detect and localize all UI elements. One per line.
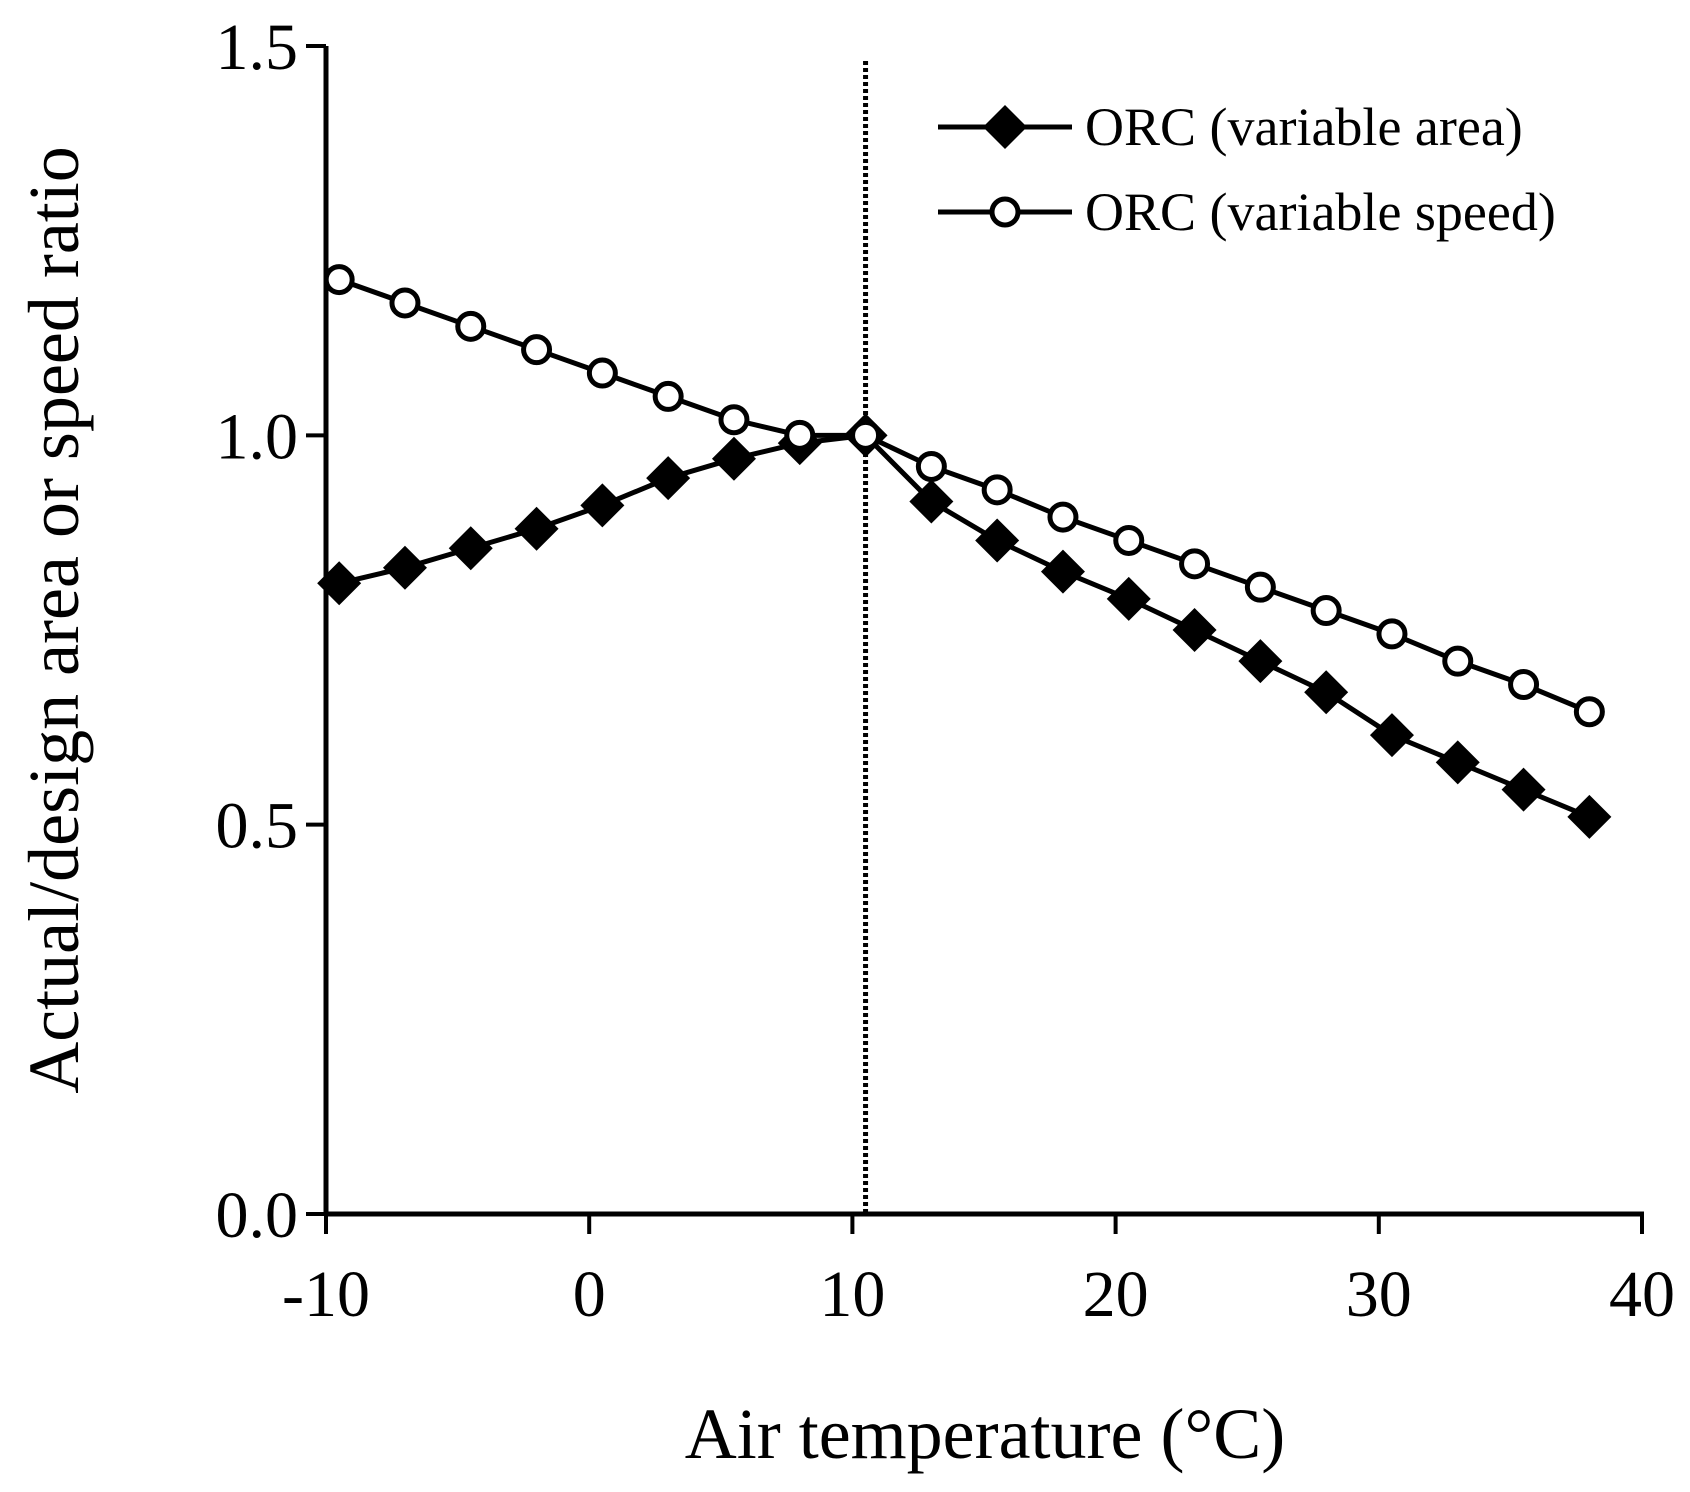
legend-marker-diamond xyxy=(983,105,1027,149)
data-point-circle xyxy=(389,287,421,319)
y-tick-label: 1.5 xyxy=(216,11,299,84)
data-point-diamond xyxy=(711,436,756,481)
data-point-diamond xyxy=(580,483,625,528)
data-point-circle xyxy=(521,334,553,366)
data-point-diamond xyxy=(1369,713,1414,758)
series-layer xyxy=(317,264,1612,839)
x-axis-title: Air temperature (°C) xyxy=(685,1394,1286,1474)
data-point-circle xyxy=(455,310,487,342)
x-tick-label: -10 xyxy=(282,1258,370,1331)
data-point-diamond xyxy=(1304,670,1349,715)
data-point-circle xyxy=(1047,501,1079,533)
data-point-diamond xyxy=(1040,549,1085,594)
data-point-circle xyxy=(323,264,355,296)
data-point-diamond xyxy=(1567,794,1612,839)
series-variable-area xyxy=(317,413,1612,839)
legend-item: ORC (variable speed) xyxy=(938,182,1556,242)
data-point-diamond xyxy=(975,518,1020,563)
data-point-circle xyxy=(652,380,684,412)
data-point-circle xyxy=(1573,696,1605,728)
data-point-circle xyxy=(1244,571,1276,603)
legend-label: ORC (variable speed) xyxy=(1085,182,1556,242)
data-point-circle xyxy=(784,419,816,451)
series-variable-speed xyxy=(323,264,1605,728)
x-tick-label: 0 xyxy=(573,1258,606,1331)
data-point-circle xyxy=(1442,645,1474,677)
data-point-diamond xyxy=(1172,608,1217,652)
data-point-circle xyxy=(915,450,947,482)
data-point-diamond xyxy=(1435,740,1480,785)
data-point-circle xyxy=(850,419,882,451)
legend-label: ORC (variable area) xyxy=(1085,97,1523,157)
data-point-circle xyxy=(1508,669,1540,701)
y-tick-label: 0.0 xyxy=(216,1179,299,1252)
data-point-diamond xyxy=(317,561,362,606)
legend-marker-circle xyxy=(989,196,1021,228)
legend: ORC (variable area) ORC (variable speed) xyxy=(938,97,1556,242)
x-tick-label: 20 xyxy=(1083,1258,1149,1331)
data-point-circle xyxy=(981,474,1013,506)
y-axis-title: Actual/design area or speed ratio xyxy=(14,146,94,1094)
data-point-diamond xyxy=(1238,639,1283,684)
data-point-circle xyxy=(1179,548,1211,580)
data-point-diamond xyxy=(646,456,691,501)
data-point-diamond xyxy=(514,506,559,551)
y-tick-label: 1.0 xyxy=(216,400,299,473)
data-point-diamond xyxy=(1106,576,1151,621)
y-tick-label: 0.5 xyxy=(216,790,299,863)
data-point-diamond xyxy=(382,545,427,590)
x-tick-label: 10 xyxy=(819,1258,885,1331)
x-tick-label: 30 xyxy=(1346,1258,1412,1331)
data-point-circle xyxy=(1310,595,1342,627)
legend-item: ORC (variable area) xyxy=(938,97,1523,157)
data-point-circle xyxy=(1376,618,1408,650)
data-point-circle xyxy=(718,404,750,436)
data-point-circle xyxy=(1113,524,1145,556)
data-point-diamond xyxy=(909,479,954,524)
data-point-diamond xyxy=(1501,767,1546,812)
x-tick-label: 40 xyxy=(1609,1258,1675,1331)
data-point-diamond xyxy=(448,526,493,571)
data-point-circle xyxy=(586,357,618,389)
axes: -10 0 10 20 30 40 0.0 0.5 1.0 1.5 xyxy=(216,11,1676,1331)
